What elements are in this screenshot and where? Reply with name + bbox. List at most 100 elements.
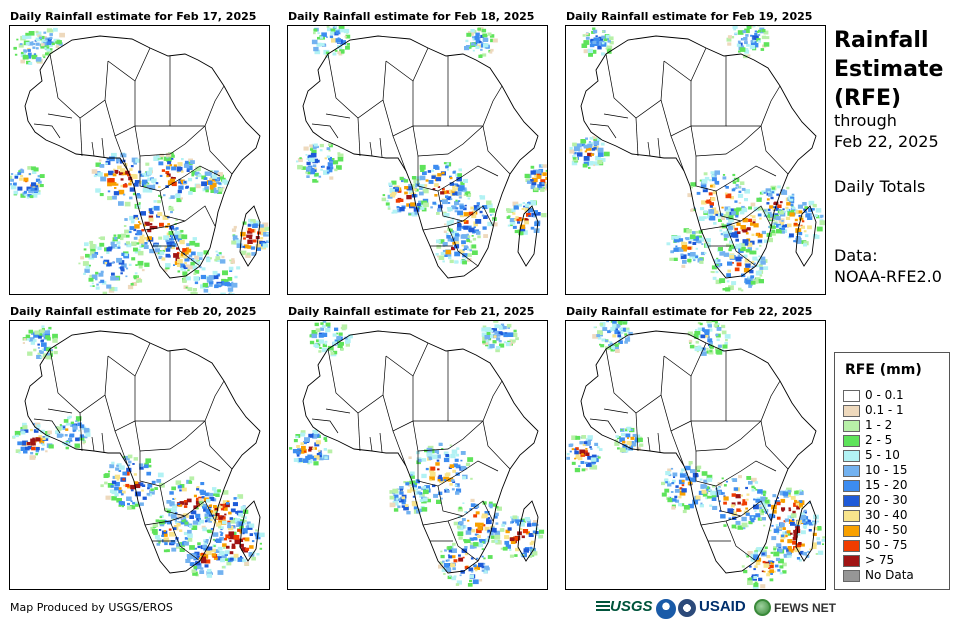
rain-cell xyxy=(597,160,603,165)
rain-cell xyxy=(499,528,505,532)
rain-cell xyxy=(735,184,739,187)
rain-cell xyxy=(693,209,696,212)
rain-cell xyxy=(180,516,186,521)
rain-cell xyxy=(470,503,476,507)
rain-cell xyxy=(747,577,752,582)
rain-cell xyxy=(226,545,230,549)
rain-cell xyxy=(483,557,486,560)
rain-cell xyxy=(83,248,87,251)
rain-cell xyxy=(184,542,188,545)
rain-cell xyxy=(135,280,140,283)
rain-cell xyxy=(108,170,114,176)
rain-cell xyxy=(706,321,712,323)
rain-cell xyxy=(748,218,753,222)
rain-cell xyxy=(146,492,150,496)
rain-cell xyxy=(749,45,756,50)
rain-cell xyxy=(211,553,216,557)
rain-cell xyxy=(459,196,462,199)
country-border xyxy=(660,99,692,137)
rain-cell xyxy=(525,203,530,207)
rain-cell xyxy=(768,225,771,229)
rain-cell xyxy=(717,323,720,326)
rain-cell xyxy=(399,176,404,181)
legend-label: 50 - 75 xyxy=(865,538,908,552)
rain-cell xyxy=(220,532,224,535)
rain-cell xyxy=(28,31,35,36)
rain-cell xyxy=(678,487,684,492)
rain-cell xyxy=(726,273,731,277)
rain-cell xyxy=(89,240,94,244)
rain-cell xyxy=(454,201,459,206)
sidebar-totals: Daily Totals xyxy=(834,177,926,196)
rain-cell xyxy=(486,331,491,335)
rain-cell xyxy=(121,505,124,508)
rain-cell xyxy=(483,234,488,238)
rain-cell xyxy=(718,500,721,503)
rain-cell xyxy=(165,265,170,270)
rain-cell xyxy=(489,51,493,54)
rain-cell xyxy=(148,208,153,212)
rain-cell xyxy=(674,495,678,499)
rain-cell xyxy=(448,189,454,194)
rain-cell xyxy=(787,223,792,228)
rain-cell xyxy=(473,222,478,227)
rain-cell xyxy=(138,463,144,467)
rain-cell xyxy=(156,479,162,483)
rain-cell xyxy=(191,569,196,573)
rain-cell xyxy=(723,252,730,257)
rain-cell xyxy=(519,519,524,523)
rain-cell xyxy=(534,174,538,177)
rain-cell xyxy=(202,282,209,288)
rain-cell xyxy=(198,498,203,502)
rain-cell xyxy=(445,165,449,169)
rain-cell xyxy=(296,160,299,163)
rain-cell xyxy=(697,327,702,331)
rain-cell xyxy=(201,496,205,499)
rain-cell xyxy=(513,218,517,221)
rain-cell xyxy=(413,207,420,212)
rain-cell xyxy=(344,35,347,38)
rain-cell xyxy=(427,170,432,173)
rain-cell xyxy=(474,546,477,549)
rain-cell xyxy=(484,526,490,531)
rain-cell xyxy=(684,474,687,477)
rain-cell xyxy=(33,53,37,56)
rain-cell xyxy=(665,481,668,484)
rain-cell xyxy=(49,351,53,354)
rain-cell xyxy=(443,563,450,568)
rain-cell xyxy=(216,273,221,277)
rain-cell xyxy=(420,493,425,497)
rain-cell xyxy=(102,291,108,294)
rain-cell xyxy=(185,558,191,563)
rain-cell xyxy=(594,442,599,446)
rain-cell xyxy=(201,525,206,529)
rain-cell xyxy=(700,327,705,331)
rain-cell xyxy=(222,500,228,504)
rain-cell xyxy=(435,253,439,256)
rain-cell xyxy=(732,478,738,482)
rain-cell xyxy=(595,155,602,161)
rain-cell xyxy=(608,36,614,41)
rain-cell xyxy=(489,34,495,38)
rain-cell xyxy=(495,522,499,525)
coastline xyxy=(24,330,261,574)
rain-cell xyxy=(483,562,486,565)
rain-cell xyxy=(484,511,490,516)
rain-cell xyxy=(731,232,736,237)
rain-cell xyxy=(308,460,313,464)
rain-cell xyxy=(753,262,756,265)
rain-cell xyxy=(134,224,140,229)
rain-cell xyxy=(116,498,122,503)
rain-cell xyxy=(35,47,39,50)
rain-cell xyxy=(426,488,430,491)
rain-cell xyxy=(115,183,119,186)
rain-cell xyxy=(681,479,685,483)
rain-cell xyxy=(532,532,535,535)
rain-cell xyxy=(191,510,197,515)
rain-cell xyxy=(243,516,247,519)
rain-cell xyxy=(503,333,508,338)
rain-cell xyxy=(723,524,727,527)
rain-cell xyxy=(227,524,232,529)
rain-cell xyxy=(474,35,480,40)
rain-cell xyxy=(189,476,195,481)
